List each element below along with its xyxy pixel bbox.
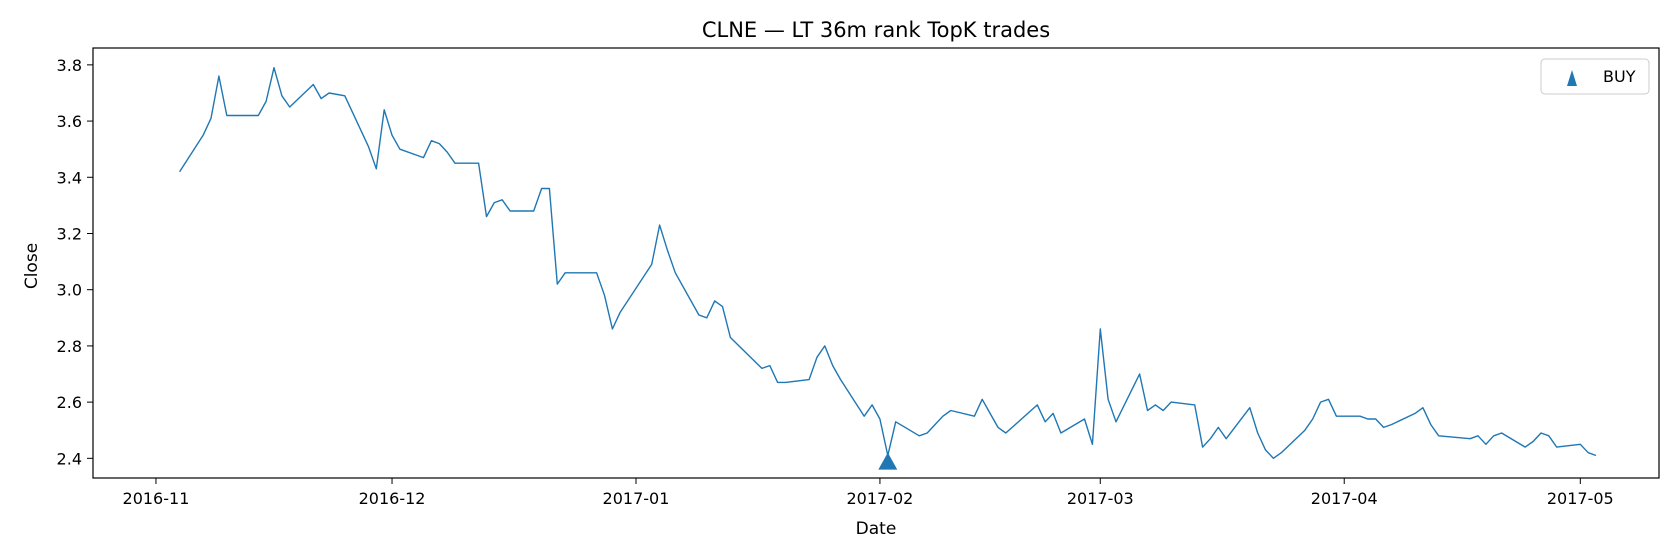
x-tick-label: 2016-12 — [359, 489, 426, 508]
y-tick-label: 3.4 — [57, 168, 82, 187]
y-tick-label: 3.2 — [57, 224, 82, 243]
legend: BUY — [1540, 58, 1650, 95]
legend-label-buy: BUY — [1603, 67, 1636, 86]
y-axis-label: Close — [22, 243, 42, 289]
x-tick-label: 2017-01 — [603, 489, 670, 508]
x-tick-label: 2017-02 — [847, 489, 914, 508]
y-tick-label: 3.6 — [57, 112, 82, 131]
plot-area-frame — [92, 47, 1660, 479]
y-tick-label: 2.6 — [57, 393, 82, 412]
x-axis-ticks: 2016-11 2016-12 2017-01 2017-02 2017-03 2017-… — [123, 478, 1614, 508]
close-price-line — [179, 66, 1597, 459]
x-axis-label: Date — [856, 519, 897, 539]
x-tick-label: 2017-03 — [1067, 489, 1134, 508]
series-layer — [179, 66, 1597, 470]
buy-marker-triangle — [878, 452, 898, 470]
chart-title: CLNE — LT 36m rank TopK trades — [702, 18, 1050, 42]
legend-buy-triangle-icon — [1567, 70, 1577, 86]
y-tick-label: 2.4 — [57, 449, 82, 468]
x-tick-label: 2017-04 — [1311, 489, 1378, 508]
y-axis-ticks: 2.4 2.6 2.8 3.0 3.2 3.4 3.6 3.8 — [57, 56, 93, 468]
y-tick-label: 2.8 — [57, 337, 82, 356]
y-tick-label: 3.8 — [57, 56, 82, 75]
x-tick-label: 2017-05 — [1547, 489, 1614, 508]
y-tick-label: 3.0 — [57, 281, 82, 300]
x-tick-label: 2016-11 — [123, 489, 190, 508]
